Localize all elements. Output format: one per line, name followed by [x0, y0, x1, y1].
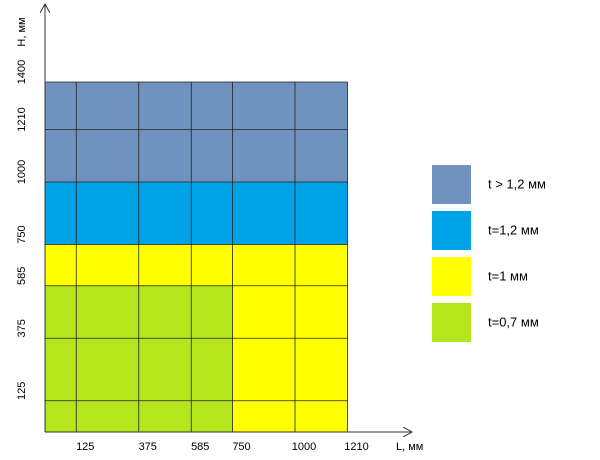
- legend-swatch: [432, 211, 471, 250]
- region: [45, 82, 348, 182]
- legend-label: t=1,2 мм: [488, 222, 539, 237]
- grid: [45, 81, 348, 432]
- y-axis-title: H, мм: [16, 17, 28, 46]
- legend-label: t=0,7 мм: [488, 314, 539, 329]
- y-tick-label: 1000: [16, 160, 28, 184]
- legend-label: t=1 мм: [488, 268, 528, 283]
- x-tick-label: 1000: [292, 441, 316, 453]
- x-axis-title: L, мм: [396, 441, 423, 453]
- x-tick-label: 125: [76, 441, 94, 453]
- x-tick-label: 585: [191, 441, 209, 453]
- legend-label: t > 1,2 мм: [488, 176, 546, 191]
- regions: [45, 82, 348, 432]
- region: [232, 285, 348, 432]
- region: [45, 182, 348, 245]
- legend-swatch: [432, 303, 471, 342]
- x-tick-label: 1210: [344, 441, 368, 453]
- y-tick-label: 1210: [16, 107, 28, 131]
- y-tick-label: 750: [16, 225, 28, 243]
- y-tick-label: 125: [16, 382, 28, 400]
- y-tick-label: 1400: [16, 60, 28, 84]
- x-tick-label: 375: [139, 441, 157, 453]
- x-tick-label: 750: [232, 441, 250, 453]
- legend-swatch: [432, 257, 471, 296]
- y-tick-label: 585: [16, 267, 28, 285]
- region: [45, 244, 348, 286]
- y-tick-label: 375: [16, 319, 28, 337]
- legend-swatch: [432, 165, 471, 204]
